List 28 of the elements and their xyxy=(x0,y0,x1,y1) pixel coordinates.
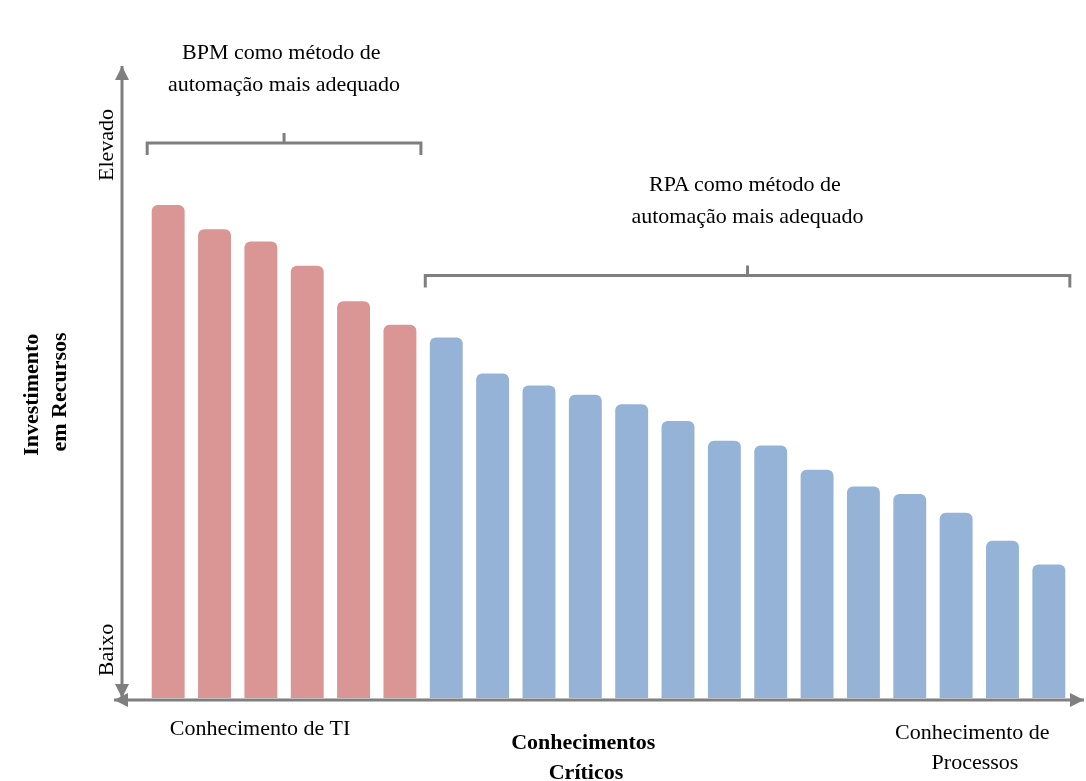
bar xyxy=(429,337,463,698)
bar xyxy=(522,385,556,698)
bar xyxy=(754,445,788,698)
bar xyxy=(661,420,695,698)
bar xyxy=(893,493,927,698)
text: Elevado xyxy=(92,108,118,182)
bar xyxy=(1032,564,1066,698)
bar xyxy=(290,265,324,698)
text: Conhecimento de Processos xyxy=(894,718,1056,774)
bar xyxy=(383,324,417,698)
text: Conhecimento de TI xyxy=(169,714,351,740)
bar xyxy=(244,241,278,698)
bar xyxy=(800,469,834,698)
bar xyxy=(337,301,371,698)
x-axis-title: Conhecimentos Críticos xyxy=(511,728,661,781)
bar xyxy=(568,394,602,698)
annotation: RPA como método de automação mais adequado xyxy=(631,171,864,229)
bar xyxy=(615,404,649,698)
y-axis-title: Investimento em Recursos xyxy=(17,328,71,456)
text: BPM como método de automação mais adequado xyxy=(167,38,401,96)
bar xyxy=(198,229,231,698)
bar xyxy=(846,486,880,698)
bar xyxy=(939,512,973,698)
annotation: Baixo xyxy=(92,623,118,677)
bar xyxy=(986,540,1019,698)
bar xyxy=(476,373,510,698)
bar xyxy=(151,205,185,698)
bar xyxy=(707,440,741,698)
